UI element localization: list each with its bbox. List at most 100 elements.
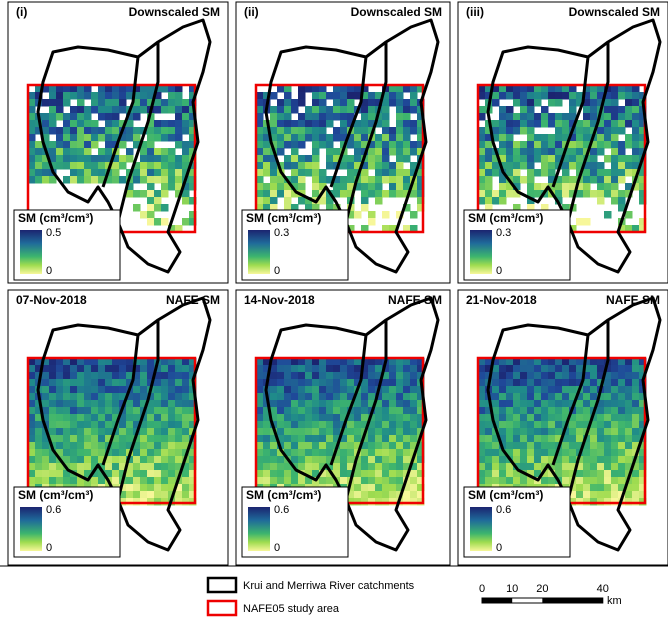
sm-pixel [625,491,633,499]
sm-pixel [35,162,43,170]
sm-pixel [147,183,155,191]
sm-pixel [42,113,50,121]
sm-pixel [105,120,113,128]
sm-pixel [147,470,155,478]
sm-pixel [147,407,155,415]
sm-pixel [611,421,619,429]
sm-pixel [347,365,355,373]
panel-title: NAFE SM [166,293,220,307]
sm-pixel [319,442,327,450]
sm-pixel [312,162,320,170]
sm-pixel [70,435,78,443]
sm-pixel [305,414,313,422]
sm-pixel [154,449,162,457]
sm-pixel [410,211,418,219]
sm-pixel [77,92,85,100]
sm-pixel [168,463,176,471]
sm-pixel [632,407,640,415]
sm-pixel [291,442,299,450]
sm-pixel [98,169,106,177]
sm-pixel [49,400,57,408]
sm-pixel [520,92,528,100]
sm-pixel [492,190,500,198]
sm-pixel [555,421,563,429]
sm-pixel [263,428,271,436]
sm-pixel [576,218,584,226]
sm-pixel [77,176,85,184]
sm-pixel [541,428,549,436]
sm-pixel [84,449,92,457]
sm-pixel [77,141,85,149]
sm-pixel [277,470,285,478]
sm-pixel [611,442,619,450]
sm-pixel [112,120,120,128]
sm-pixel [119,141,127,149]
sm-pixel [91,477,99,485]
sm-pixel [270,176,278,184]
sm-pixel [182,155,190,163]
sm-pixel [555,92,563,100]
sm-pixel [396,386,404,394]
sm-pixel [312,99,320,107]
sm-pixel [126,435,134,443]
sm-pixel [175,176,183,184]
sm-pixel [112,169,120,177]
sm-pixel [527,379,535,387]
sm-pixel [63,162,71,170]
sm-pixel [583,218,591,226]
sm-pixel [499,197,507,205]
sm-map [256,358,425,506]
sm-pixel [182,407,190,415]
sm-pixel [604,435,612,443]
sm-pixel [154,414,162,422]
sm-pixel [396,134,404,142]
sm-pixel [70,127,78,135]
sm-pixel [569,162,577,170]
sm-pixel [56,141,64,149]
sm-pixel [98,421,106,429]
sm-pixel [396,106,404,114]
sm-pixel [485,148,493,156]
sm-pixel [604,491,612,499]
sm-pixel [506,141,514,149]
sm-pixel [597,365,605,373]
sm-pixel [298,120,306,128]
sm-pixel [277,106,285,114]
sm-pixel [403,134,411,142]
sm-pixel [347,428,355,436]
sm-pixel [583,491,591,499]
sm-pixel [618,428,626,436]
sm-pixel [389,190,397,198]
sm-pixel [277,127,285,135]
sm-pixel [112,456,120,464]
sm-pixel [284,414,292,422]
sm-pixel [410,92,418,100]
sm-pixel [492,127,500,135]
sm-pixel [77,99,85,107]
sm-pixel [161,470,169,478]
sm-pixel [263,463,271,471]
sm-pixel [119,155,127,163]
sm-pixel [56,134,64,142]
sm-pixel [161,162,169,170]
sm-pixel [548,134,556,142]
sm-pixel [98,148,106,156]
sm-pixel [562,169,570,177]
sm-pixel [632,386,640,394]
sm-pixel [161,435,169,443]
sm-pixel [49,379,57,387]
sm-pixel [291,372,299,380]
sm-pixel [154,393,162,401]
sm-pixel [597,197,605,205]
sm-pixel [298,393,306,401]
sm-pixel [112,372,120,380]
sm-pixel [298,435,306,443]
sm-pixel [396,190,404,198]
sm-pixel [485,449,493,457]
sm-pixel [541,365,549,373]
sm-pixel [492,197,500,205]
sm-pixel [625,428,633,436]
sm-pixel [326,106,334,114]
sm-pixel [284,470,292,478]
sm-pixel [49,477,57,485]
